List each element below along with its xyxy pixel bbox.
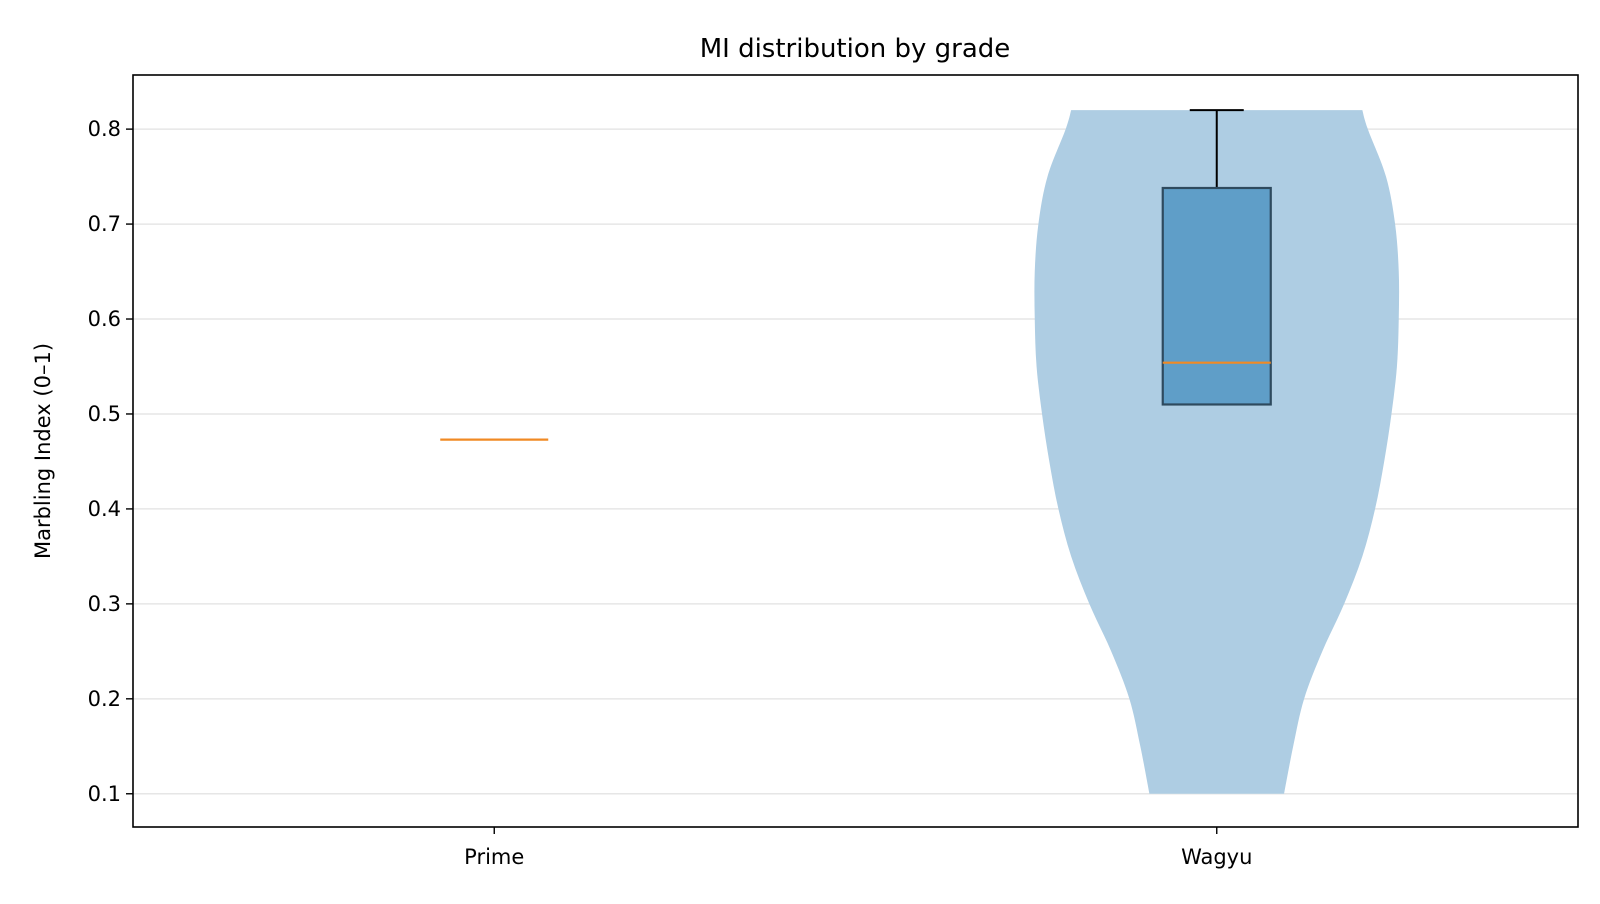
y-tick-label: 0.8 bbox=[88, 117, 121, 141]
y-tick-label: 0.3 bbox=[88, 592, 121, 616]
box-iqr-wagyu bbox=[1161, 186, 1272, 406]
plot-frame bbox=[132, 74, 1579, 828]
y-tick-label: 0.6 bbox=[88, 307, 121, 331]
x-tick-label: Prime bbox=[464, 845, 524, 869]
violin-body-wagyu bbox=[1034, 110, 1400, 794]
chart-title: MI distribution by grade bbox=[700, 34, 1011, 64]
y-tick-label: 0.4 bbox=[88, 497, 121, 521]
y-tick-label: 0.5 bbox=[88, 402, 121, 426]
x-axis: Prime Wagyu bbox=[464, 827, 1252, 869]
y-axis: 0.1 0.2 0.3 0.4 0.5 0.6 0.7 0.8 bbox=[88, 117, 133, 806]
box-layer bbox=[440, 109, 1272, 441]
x-tick-label: Wagyu bbox=[1181, 845, 1252, 869]
y-tick-label: 0.2 bbox=[88, 687, 121, 711]
y-tick-label: 0.1 bbox=[88, 782, 121, 806]
y-tick-label: 0.7 bbox=[88, 212, 121, 236]
y-axis-label: Marbling Index (0–1) bbox=[31, 343, 55, 559]
violin-layer bbox=[1034, 110, 1400, 794]
